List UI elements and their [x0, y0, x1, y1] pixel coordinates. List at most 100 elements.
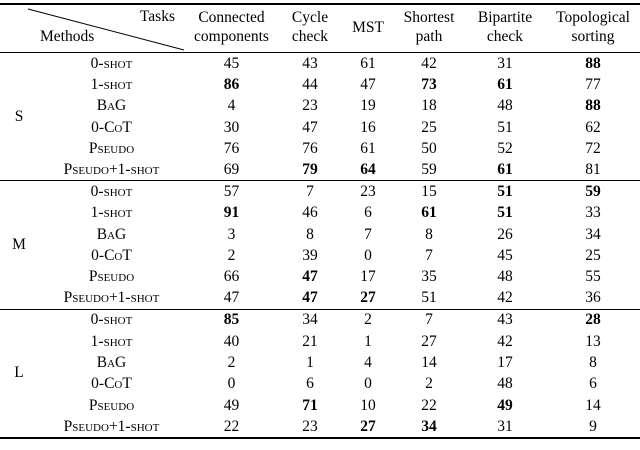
method-label: BaG: [96, 225, 127, 243]
value-cell: 22: [421, 396, 437, 414]
results-table: Tasks Methods Connected components Cycle …: [0, 3, 640, 439]
value-cell: 31: [497, 417, 513, 435]
value-cell: 76: [223, 140, 240, 157]
table-row: Pseudo 66 47 17 35 48 55: [0, 266, 640, 287]
method-label: 0-shot: [38, 180, 185, 203]
value-cell: 47: [302, 118, 318, 136]
value-cell: 28: [546, 308, 640, 331]
value-cell: 23: [342, 180, 394, 203]
method-label: Pseudo+1-shot: [63, 161, 160, 179]
value-cell: 14: [421, 353, 437, 371]
value-cell: 30: [223, 118, 240, 136]
table-row: Pseudo 49 71 10 22 49 14: [0, 395, 640, 416]
method-label: BaG: [96, 353, 127, 371]
value-cell: 61: [497, 75, 513, 93]
value-cell: 69: [223, 161, 240, 179]
table-row: M 0-shot 57 7 23 15 51 59: [0, 180, 640, 310]
value-cell: 86: [223, 75, 240, 93]
value-cell: 45: [497, 246, 513, 264]
value-cell: 76: [302, 140, 318, 157]
value-cell: 61: [421, 204, 437, 222]
value-cell: 21: [302, 332, 318, 350]
group-label-s: S: [14, 107, 24, 125]
table-row: Pseudo+1-shot 47 47 27 51 42 36: [0, 288, 640, 309]
value-cell: 4: [364, 353, 372, 371]
value-cell: 17: [360, 268, 376, 286]
value-cell: 77: [585, 75, 601, 93]
value-cell: 23: [302, 97, 318, 115]
table-row: 1-shot 86 44 47 73 61 77: [0, 74, 640, 95]
value-cell: 15: [394, 180, 464, 203]
value-cell: 47: [302, 268, 318, 286]
value-cell: 79: [302, 161, 318, 179]
table-row: BaG 4 23 19 18 48 88: [0, 95, 640, 116]
value-cell: 0: [364, 246, 372, 264]
method-label: 1-shot: [90, 332, 133, 350]
table-row: S 0-shot 45 43 61 42 31 88: [0, 53, 640, 124]
value-cell: 13: [585, 332, 601, 350]
method-label: Pseudo: [88, 396, 135, 414]
group-label-m: M: [0, 180, 38, 310]
value-cell: 88: [585, 97, 601, 115]
value-cell: 51: [421, 289, 437, 307]
value-cell: 91: [223, 204, 240, 222]
value-cell: 55: [585, 268, 601, 286]
value-cell: 7: [394, 308, 464, 331]
value-cell: 44: [302, 75, 318, 93]
value-cell: 59: [546, 180, 640, 203]
method-label: Pseudo: [88, 140, 135, 157]
corner-methods-label: Methods: [40, 28, 95, 46]
value-cell: 27: [360, 289, 376, 307]
value-cell: 25: [585, 246, 601, 264]
value-cell: 46: [302, 204, 318, 222]
method-label: 0-shot: [90, 54, 133, 72]
table-row: 0-CoT 0 6 0 2 48 6: [0, 373, 640, 394]
table-row: 0-CoT 2 39 0 7 45 25: [0, 245, 640, 266]
table-row: Pseudo+1-shot 69 79 64 59 61 81: [0, 159, 640, 180]
method-label: 0-CoT: [91, 246, 132, 264]
table-row: Pseudo+1-shot 22 23 27 34 31 9: [0, 416, 640, 437]
value-cell: 34: [278, 308, 342, 331]
header-row: Tasks Methods Connected components Cycle …: [0, 4, 640, 53]
value-cell: 7: [364, 225, 372, 243]
value-cell: 9: [589, 417, 597, 435]
table-row: BaG 3 8 7 8 26 34: [0, 224, 640, 245]
value-cell: 10: [360, 396, 376, 414]
value-cell: 64: [360, 161, 376, 179]
value-cell: 17: [497, 353, 513, 371]
value-cell: 43: [302, 54, 318, 72]
value-cell: 18: [421, 97, 437, 115]
corner-cell: Tasks Methods: [0, 4, 185, 53]
value-cell: 0: [227, 375, 236, 393]
column-header-bipartite-check: Bipartite check: [477, 9, 533, 45]
value-cell: 8: [306, 225, 314, 243]
value-cell: 47: [360, 75, 376, 93]
value-cell: 8: [589, 353, 597, 371]
value-cell: 51: [464, 180, 546, 203]
value-cell: 66: [223, 268, 240, 286]
column-header-cycle-check: Cycle check: [291, 9, 329, 45]
value-cell: 61: [497, 161, 513, 179]
value-cell: 22: [223, 417, 240, 435]
table-row: 0-CoT 30 47 16 25 51 62: [0, 117, 640, 138]
value-cell: 31: [497, 54, 513, 72]
corner-tasks-label: Tasks: [139, 8, 175, 25]
column-header-mst: MST: [352, 18, 384, 36]
table-body: S 0-shot 45 43 61 42 31 88 1-shot 86 44 47 73 61 77 BaG…: [0, 53, 640, 438]
column-header-topological-sorting: Topological sorting: [556, 9, 630, 45]
value-cell: 47: [302, 289, 318, 307]
value-cell: 88: [585, 54, 601, 72]
value-cell: 2: [342, 308, 394, 331]
value-cell: 71: [302, 396, 318, 414]
value-cell: 8: [425, 225, 433, 243]
value-cell: 39: [302, 246, 318, 264]
value-cell: 43: [464, 308, 546, 331]
table-row: 1-shot 91 46 6 61 51 33: [0, 202, 640, 223]
value-cell: 14: [585, 396, 601, 414]
value-cell: 73: [421, 75, 437, 93]
value-cell: 42: [497, 289, 513, 307]
value-cell: 61: [360, 140, 376, 157]
value-cell: 26: [497, 225, 513, 243]
value-cell: 4: [227, 97, 236, 115]
method-label: 0-shot: [38, 308, 185, 331]
